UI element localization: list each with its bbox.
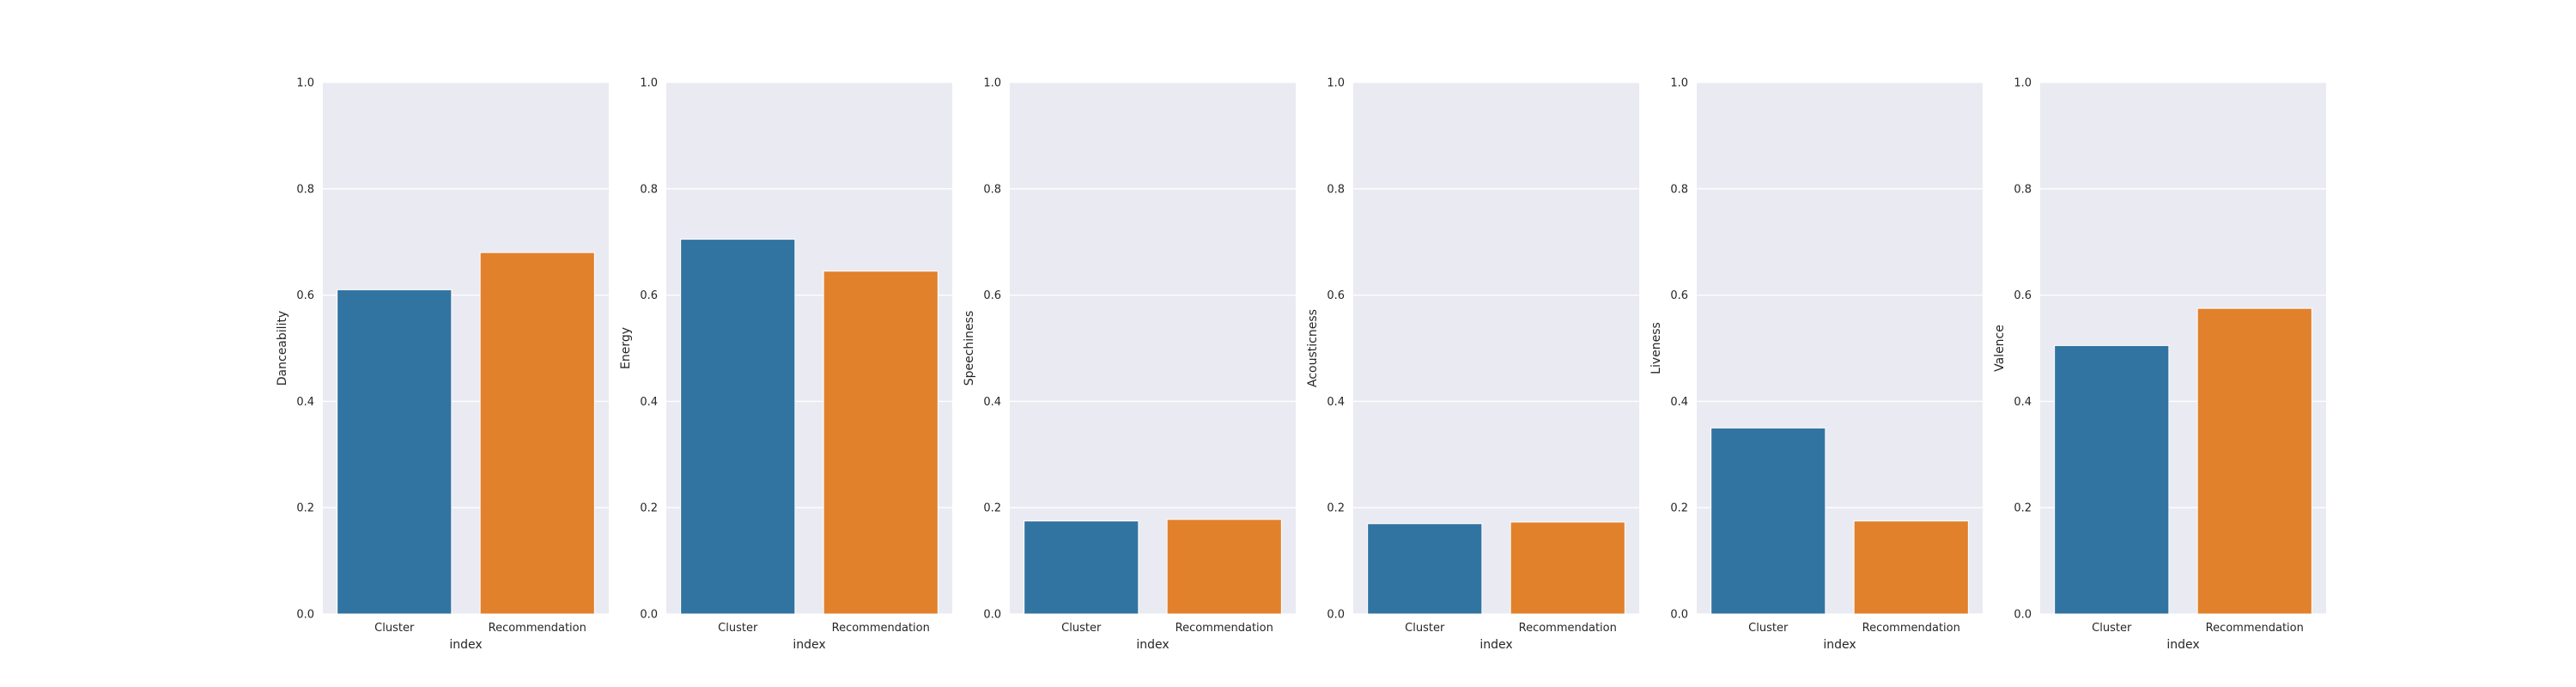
y-tick-label: 1.0: [983, 77, 1001, 90]
bar-cluster: [1367, 523, 1483, 615]
bar-recommendation: [479, 252, 595, 615]
x-tick-label: Cluster: [374, 622, 415, 635]
y-tick-label: 0.2: [1670, 502, 1688, 515]
y-axis-label: Liveness: [1649, 322, 1663, 374]
y-tick-label: 0.6: [983, 289, 1001, 302]
y-tick-label: 0.2: [296, 502, 314, 515]
x-tick-label: Recommendation: [832, 622, 930, 635]
y-tick-label: 0.8: [1670, 183, 1688, 196]
y-tick-label: 1.0: [1670, 77, 1688, 90]
bar-recommendation: [1166, 519, 1282, 615]
y-tick-label: 0.8: [1327, 183, 1345, 196]
x-axis-label: index: [1823, 638, 1856, 652]
x-axis-label: index: [1136, 638, 1169, 652]
x-tick-label: Recommendation: [1176, 622, 1273, 635]
bar-cluster: [680, 239, 796, 615]
x-tick-label: Cluster: [718, 622, 758, 635]
y-tick-label: 0.0: [983, 609, 1001, 622]
y-tick-label: 0.6: [2014, 289, 2032, 302]
y-tick-label: 0.8: [296, 183, 314, 196]
y-tick-label: 0.0: [296, 609, 314, 622]
subplot-speechiness: 0.0 0.2 0.4 0.6 0.8 1.0 Cluster Recommendation i…: [963, 77, 1296, 652]
x-tick-label: Cluster: [1061, 622, 1102, 635]
y-tick-label: 0.0: [1327, 609, 1345, 622]
y-tick-label: 0.6: [296, 289, 314, 302]
y-tick-label: 0.2: [2014, 502, 2032, 515]
bar-recommendation: [823, 271, 939, 615]
bar-cluster: [2054, 344, 2170, 615]
subplot-liveness: 0.0 0.2 0.4 0.6 0.8 1.0 Cluster Recommendation i…: [1649, 77, 1983, 652]
y-tick-label: 0.4: [1327, 396, 1345, 409]
y-axis-label: Danceability: [276, 311, 289, 386]
y-tick-label: 0.2: [640, 502, 658, 515]
bar-recommendation: [1853, 520, 1969, 615]
x-tick-label: Recommendation: [2206, 622, 2304, 635]
y-tick-label: 0.8: [640, 183, 658, 196]
y-tick-label: 0.6: [640, 289, 658, 302]
x-tick-label: Recommendation: [1519, 622, 1617, 635]
bar-cluster: [1710, 427, 1826, 615]
y-axis-label: Energy: [619, 327, 633, 369]
x-tick-label: Recommendation: [1862, 622, 1960, 635]
x-tick-label: Cluster: [1405, 622, 1445, 635]
y-tick-label: 0.4: [640, 396, 658, 409]
y-tick-label: 0.2: [1327, 502, 1345, 515]
y-tick-label: 1.0: [640, 77, 658, 90]
x-tick-label: Cluster: [1748, 622, 1789, 635]
y-tick-label: 0.2: [983, 502, 1001, 515]
bar-cluster: [1024, 520, 1139, 615]
bar-recommendation: [1510, 521, 1625, 615]
bar-recommendation: [2196, 307, 2312, 615]
y-axis-label: Speechiness: [963, 311, 976, 386]
y-tick-label: 0.0: [2014, 609, 2032, 622]
y-tick-label: 1.0: [296, 77, 314, 90]
y-tick-label: 0.8: [2014, 183, 2032, 196]
y-axis-label: Acousticness: [1306, 309, 1320, 387]
subplot-danceability: 0.0 0.2 0.4 0.6 0.8 1.0 Cluster Recommendation i…: [276, 77, 609, 652]
x-axis-label: index: [2166, 638, 2199, 652]
bar-cluster: [337, 289, 453, 615]
x-axis-label: index: [449, 638, 482, 652]
y-tick-label: 0.6: [1670, 289, 1688, 302]
y-tick-label: 0.4: [1670, 396, 1688, 409]
x-tick-label: Recommendation: [489, 622, 586, 635]
y-tick-label: 0.6: [1327, 289, 1345, 302]
y-tick-label: 1.0: [1327, 77, 1345, 90]
y-tick-label: 1.0: [2014, 77, 2032, 90]
subplot-valence: 0.0 0.2 0.4 0.6 0.8 1.0 Cluster Recommendation i…: [1993, 77, 2326, 652]
subplot-energy: 0.0 0.2 0.4 0.6 0.8 1.0 Cluster Recommendation i…: [619, 77, 952, 652]
y-axis-label: Valence: [1993, 325, 2007, 372]
subplot-acousticness: 0.0 0.2 0.4 0.6 0.8 1.0 Cluster Recommendation i…: [1306, 77, 1639, 652]
y-tick-label: 0.8: [983, 183, 1001, 196]
y-tick-label: 0.0: [1670, 609, 1688, 622]
x-axis-label: index: [793, 638, 825, 652]
y-tick-label: 0.4: [2014, 396, 2032, 409]
x-tick-label: Cluster: [2092, 622, 2132, 635]
x-axis-label: index: [1479, 638, 1512, 652]
y-tick-label: 0.0: [640, 609, 658, 622]
y-tick-label: 0.4: [296, 396, 314, 409]
y-tick-label: 0.4: [983, 396, 1001, 409]
